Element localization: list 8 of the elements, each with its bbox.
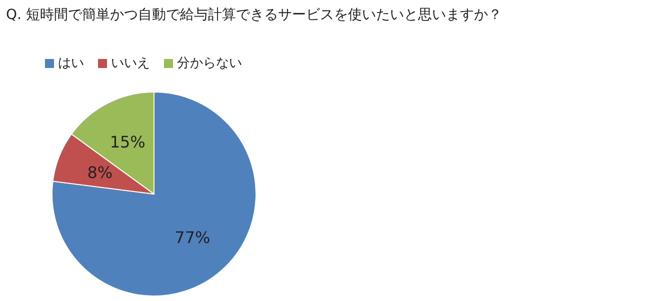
legend-label: はい xyxy=(58,55,84,72)
pie-slice xyxy=(52,92,256,296)
data-label: 15% xyxy=(110,132,146,152)
data-label: 77% xyxy=(174,228,210,248)
legend-label: いいえ xyxy=(111,55,150,72)
chart-title: Q. 短時間で簡単かつ自動で給与計算できるサービスを使いたいと思いますか？ xyxy=(6,6,502,24)
legend-label: 分からない xyxy=(177,55,242,72)
data-label: 8% xyxy=(87,163,113,182)
